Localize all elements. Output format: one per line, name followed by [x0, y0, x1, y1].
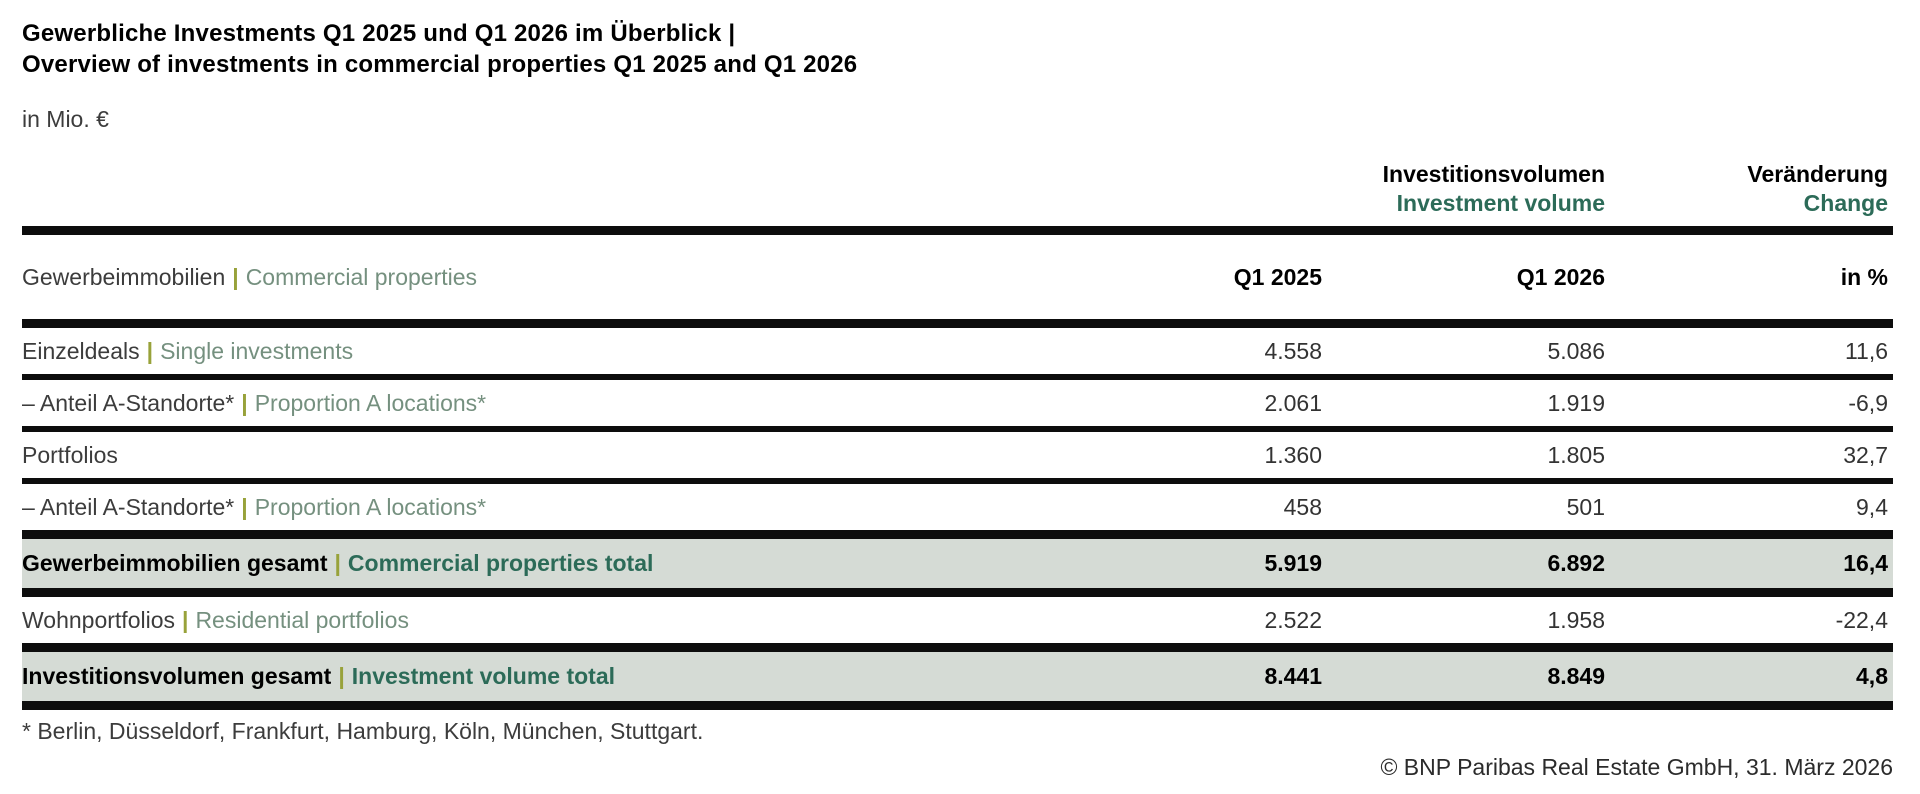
value-q1-2025: 2.522 [1264, 606, 1322, 633]
value-change: 4,8 [1856, 663, 1888, 689]
column-group-change: Veränderung Change [1605, 160, 1888, 218]
footnote: * Berlin, Düsseldorf, Frankfurt, Hamburg… [22, 718, 704, 744]
value-q1-2026: 8.849 [1547, 663, 1605, 689]
row-label-en: Residential portfolios [195, 606, 409, 633]
row-label-cell: Portfolios [22, 442, 1039, 469]
table-row-einzeldeals: Einzeldeals | Single investments 4.558 5.0… [22, 328, 1893, 374]
row-label-de: Gewerbeimmobilien gesamt [22, 550, 328, 576]
value-q1-2025: 1.360 [1264, 441, 1322, 468]
pipe-separator: | [182, 606, 189, 633]
divider [22, 426, 1893, 432]
divider [22, 588, 1893, 597]
table-row-anteil-a-standorte-1: – Anteil A-Standorte* | Proportion A locat… [22, 380, 1893, 426]
row-label-de: Portfolios [22, 441, 118, 468]
group-label-en: Change [1803, 190, 1888, 216]
value-q1-2026: 1.958 [1547, 606, 1605, 633]
divider [22, 530, 1893, 539]
pipe-separator: | [338, 663, 345, 689]
row-label-en: Investment volume total [351, 663, 616, 689]
row-label-de: Wohnportfolios [22, 606, 175, 633]
column-header-q1-2025: Q1 2025 [1233, 263, 1322, 290]
row-label-cell: Investitionsvolumen gesamt | Investment vo… [22, 663, 1039, 690]
row-label-de: – Anteil A-Standorte* [22, 389, 235, 416]
column-group-investment-volume: Investitionsvolumen Investment volume [1039, 160, 1605, 218]
divider [22, 643, 1893, 652]
pipe-separator: | [241, 493, 248, 520]
group-label-en: Investment volume [1396, 190, 1605, 216]
divider-top [22, 226, 1893, 235]
pipe-separator: | [146, 337, 154, 364]
value-change: 16,4 [1843, 550, 1888, 576]
header-label-en: Commercial properties [245, 263, 478, 290]
row-label-cell: Gewerbeimmobilien gesamt | Commercial prop… [22, 550, 1039, 577]
column-header-in-percent: in % [1840, 263, 1888, 290]
row-label-en: Commercial properties total [347, 550, 654, 576]
pipe-separator: | [241, 389, 248, 416]
page-title-en: Overview of investments in commercial pr… [22, 51, 858, 78]
value-q1-2025: 8.441 [1264, 663, 1322, 689]
divider-bottom [22, 701, 1893, 710]
header-label-cell: Gewerbeimmobilien | Commercial properties [22, 264, 1039, 291]
table-row-anteil-a-standorte-2: – Anteil A-Standorte* | Proportion A locat… [22, 484, 1893, 530]
spacer [22, 218, 1893, 226]
value-q1-2025: 5.919 [1264, 550, 1322, 576]
table-row-investment-volume-total: Investitionsvolumen gesamt | Investment vo… [22, 652, 1893, 701]
column-header-q1-2026: Q1 2026 [1516, 263, 1605, 290]
value-change: -22,4 [1835, 606, 1888, 633]
pipe-separator: | [232, 263, 239, 290]
row-label-cell: – Anteil A-Standorte* | Proportion A locat… [22, 390, 1039, 417]
unit-label: in Mio. € [22, 106, 109, 132]
value-change: 11,6 [1844, 337, 1888, 364]
row-label-de: Einzeldeals [22, 337, 140, 364]
table-header-row: Gewerbeimmobilien | Commercial properties … [22, 235, 1893, 319]
row-label-cell: Wohnportfolios | Residential portfolios [22, 607, 1039, 634]
table-row-wohnportfolios: Wohnportfolios | Residential portfolios 2.… [22, 597, 1893, 643]
value-change: 9,4 [1856, 493, 1888, 520]
copyright: © BNP Paribas Real Estate GmbH, 31. März… [1380, 754, 1893, 780]
table-row-commercial-total: Gewerbeimmobilien gesamt | Commercial prop… [22, 539, 1893, 588]
divider [22, 374, 1893, 380]
row-label-de: Investitionsvolumen gesamt [22, 663, 332, 689]
header-label-de: Gewerbeimmobilien [22, 263, 226, 290]
group-label-de: Veränderung [1747, 161, 1888, 187]
divider-below-header [22, 319, 1893, 328]
column-group-header-row: Investitionsvolumen Investment volume Ve… [22, 160, 1893, 218]
title-block: Gewerbliche Investments Q1 2025 und Q1 2… [22, 18, 1893, 80]
pipe-separator: | [334, 550, 341, 576]
value-change: -6,9 [1848, 389, 1888, 416]
row-label-cell: – Anteil A-Standorte* | Proportion A locat… [22, 494, 1039, 521]
value-q1-2026: 5.086 [1547, 337, 1605, 364]
value-q1-2025: 4.558 [1264, 337, 1322, 364]
value-q1-2026: 6.892 [1547, 550, 1605, 576]
row-label-cell: Einzeldeals | Single investments [22, 338, 1039, 365]
value-q1-2026: 501 [1566, 493, 1605, 520]
row-label-en: Proportion A locations* [254, 389, 487, 416]
row-label-en: Single investments [160, 337, 354, 364]
table-row-portfolios: Portfolios 1.360 1.805 32,7 [22, 432, 1893, 478]
row-label-en: Proportion A locations* [254, 493, 487, 520]
value-q1-2026: 1.805 [1547, 441, 1605, 468]
value-q1-2025: 2.061 [1264, 389, 1322, 416]
page-title-de: Gewerbliche Investments Q1 2025 und Q1 2… [22, 20, 736, 47]
divider [22, 478, 1893, 484]
value-change: 32,7 [1843, 441, 1888, 468]
investment-table: Investitionsvolumen Investment volume Ve… [22, 160, 1893, 710]
value-q1-2026: 1.919 [1547, 389, 1605, 416]
group-label-de: Investitionsvolumen [1382, 161, 1605, 187]
row-label-de: – Anteil A-Standorte* [22, 493, 235, 520]
value-q1-2025: 458 [1283, 493, 1322, 520]
